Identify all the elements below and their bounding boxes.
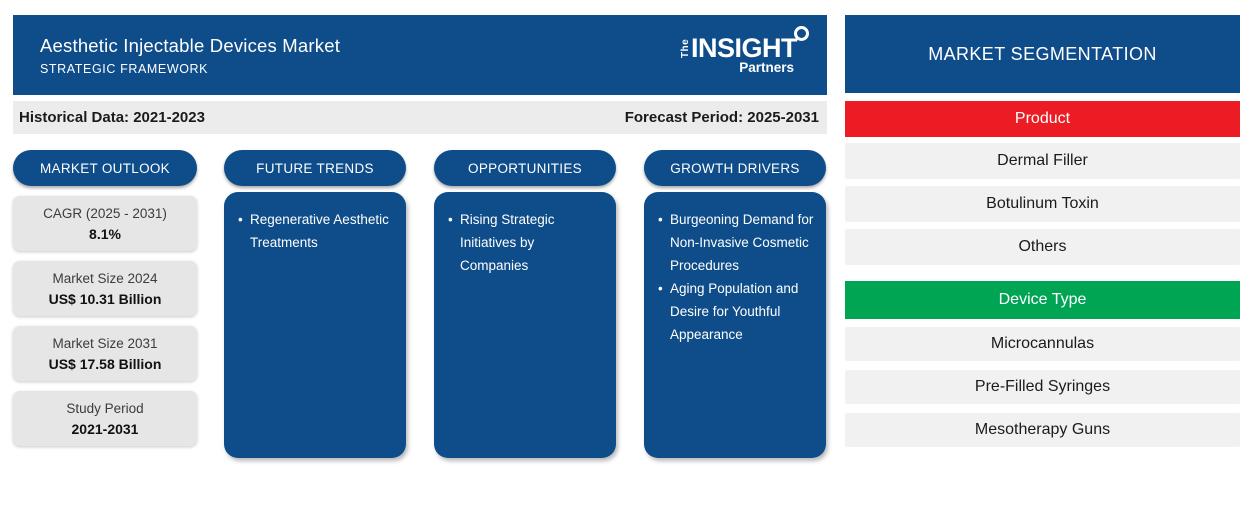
list-item: Rising Strategic Initiatives by Companie… [448, 208, 604, 277]
future-trends-list: Regenerative Aesthetic Treatments [238, 208, 394, 254]
list-item: Aging Population and Desire for Youthful… [658, 277, 814, 346]
opportunities-list: Rising Strategic Initiatives by Companie… [448, 208, 604, 277]
stat-label: CAGR (2025 - 2031) [43, 205, 167, 221]
logo-top-row: The INSIGHT [647, 26, 809, 63]
list-item: Regenerative Aesthetic Treatments [238, 208, 394, 254]
growth-drivers-list: Burgeoning Demand for Non-Invasive Cosme… [658, 208, 814, 346]
list-item: Burgeoning Demand for Non-Invasive Cosme… [658, 208, 814, 277]
logo-insight-text: INSIGHT [690, 33, 798, 63]
segment-row: Pre-Filled Syringes [845, 370, 1240, 404]
stat-box-cagr: CAGR (2025 - 2031) 8.1% [13, 196, 197, 251]
segment-row: Mesotherapy Guns [845, 413, 1240, 447]
magnifier-lens-icon [794, 26, 809, 41]
stat-value: 8.1% [89, 225, 121, 242]
stat-label: Market Size 2024 [52, 270, 158, 286]
report-title: Aesthetic Injectable Devices Market [40, 34, 341, 56]
stat-value: US$ 17.58 Billion [48, 355, 162, 372]
stat-box-market-size-2024: Market Size 2024 US$ 10.31 Billion [13, 261, 197, 316]
market-outlook-pill: MARKET OUTLOOK [13, 150, 197, 186]
segment-row: Others [845, 229, 1240, 265]
historical-data-label: Historical Data: 2021-2023 [19, 109, 205, 126]
logo-partners-text: Partners [739, 60, 794, 75]
future-trends-pill: FUTURE TRENDS [224, 150, 406, 186]
segment-band-product: Product [845, 101, 1240, 137]
forecast-period-label: Forecast Period: 2025-2031 [624, 109, 819, 126]
opportunities-pill: OPPORTUNITIES [434, 150, 616, 186]
stat-value: 2021-2031 [71, 420, 139, 437]
stat-box-study-period: Study Period 2021-2031 [13, 391, 197, 446]
logo-the-text: The [679, 38, 691, 59]
stat-box-market-size-2031: Market Size 2031 US$ 17.58 Billion [13, 326, 197, 381]
stat-value: US$ 10.31 Billion [48, 290, 162, 307]
segment-row: Dermal Filler [845, 143, 1240, 179]
stat-label: Study Period [66, 400, 144, 416]
insight-partners-logo: The INSIGHT Partners [647, 26, 809, 75]
opportunities-body: Rising Strategic Initiatives by Companie… [434, 192, 616, 458]
period-bar: Historical Data: 2021-2023 Forecast Peri… [13, 101, 827, 134]
market-segmentation-header: MARKET SEGMENTATION [845, 15, 1240, 93]
report-subtitle: STRATEGIC FRAMEWORK [40, 61, 209, 76]
report-header: Aesthetic Injectable Devices Market STRA… [13, 15, 827, 95]
stat-label: Market Size 2031 [52, 335, 158, 351]
report-title-block: Aesthetic Injectable Devices Market STRA… [40, 35, 340, 76]
future-trends-body: Regenerative Aesthetic Treatments [224, 192, 406, 458]
segment-row: Microcannulas [845, 327, 1240, 361]
growth-drivers-pill: GROWTH DRIVERS [644, 150, 826, 186]
segment-band-device-type: Device Type [845, 281, 1240, 319]
growth-drivers-body: Burgeoning Demand for Non-Invasive Cosme… [644, 192, 826, 458]
segment-row: Botulinum Toxin [845, 186, 1240, 222]
